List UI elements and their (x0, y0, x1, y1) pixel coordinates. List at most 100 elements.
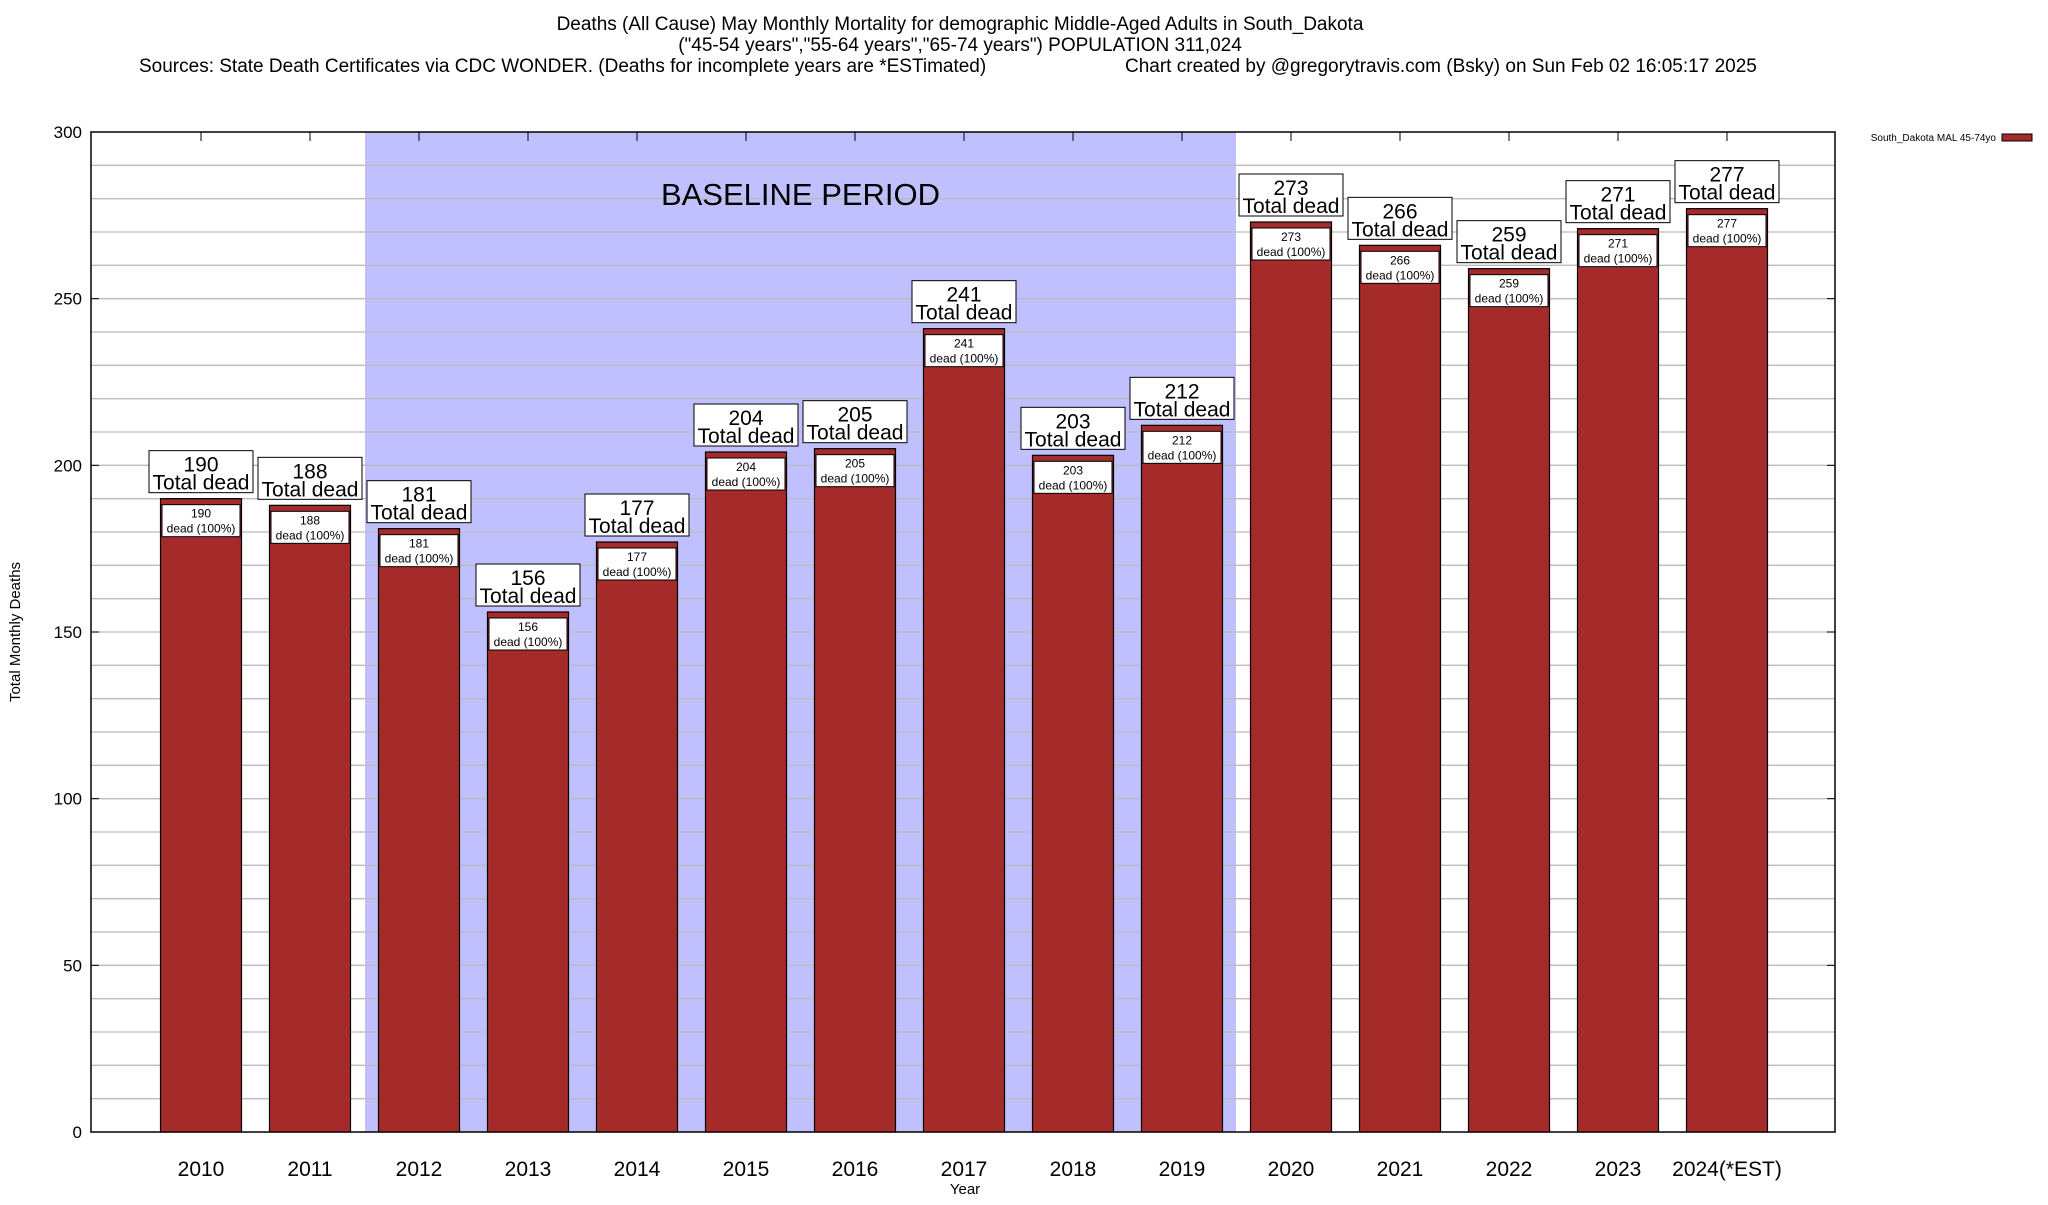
bar (1358, 244, 1442, 1133)
bar-total-label-box (1565, 180, 1671, 224)
bar-inner-label-box (161, 504, 241, 538)
bar-inner-value-label: 205 (845, 457, 865, 471)
bar-inner-percent-label: dead (100%) (276, 528, 345, 542)
bar-total-text-label: Total dead (916, 302, 1013, 325)
chart-title: Deaths (All Cause) May Monthly Mortality… (557, 14, 1364, 35)
bar-total-label-box (911, 280, 1017, 324)
bar-total-label-box (475, 563, 581, 607)
bar (486, 611, 570, 1133)
bar-inner-value-label: 188 (300, 513, 320, 527)
bar-inner-percent-label: dead (100%) (1584, 252, 1653, 266)
bar-total-text-label: Total dead (1679, 182, 1776, 205)
x-tick-label: 2018 (1050, 1158, 1097, 1181)
x-tick-label: 2011 (287, 1158, 332, 1181)
bar-inner-label-box (1033, 460, 1113, 494)
bar-inner-percent-label: dead (100%) (1693, 232, 1762, 246)
x-tick-label: 2021 (1377, 1158, 1424, 1181)
baseline-period-label: BASELINE PERIOD (661, 177, 940, 212)
y-tick-label: 250 (54, 290, 82, 309)
y-tick-label: 150 (54, 623, 82, 642)
bar-total-value-label: 156 (510, 567, 545, 590)
bar-total-value-label: 266 (1382, 200, 1417, 223)
x-tick-label: 2014 (614, 1158, 661, 1181)
bar-inner-percent-label: dead (100%) (712, 475, 781, 489)
bar-inner-percent-label: dead (100%) (167, 522, 236, 536)
bar-inner-value-label: 271 (1608, 237, 1628, 251)
bar-inner-label-box (924, 334, 1004, 368)
bar-inner-percent-label: dead (100%) (1257, 245, 1326, 259)
bar-total-value-label: 273 (1273, 177, 1308, 200)
bar-total-label-box (802, 400, 908, 444)
bar-total-label-box (693, 403, 799, 447)
bar-total-label-box (1129, 376, 1235, 420)
x-tick-label: 2017 (941, 1158, 988, 1181)
bar-inner-percent-label: dead (100%) (603, 565, 672, 579)
bar-total-value-label: 277 (1709, 164, 1744, 187)
bar-inner-value-label: 203 (1063, 463, 1083, 477)
bar (377, 528, 461, 1133)
bar-inner-label-box (488, 617, 568, 651)
bar-inner-value-label: 266 (1390, 253, 1410, 267)
bar (704, 451, 788, 1133)
bar-total-label-box (1347, 196, 1453, 240)
bar-total-text-label: Total dead (589, 515, 686, 538)
bar-total-label-box (148, 450, 254, 494)
bar (1031, 454, 1115, 1133)
legend-swatch (2001, 133, 2033, 142)
bar (1685, 208, 1769, 1133)
bar-inner-value-label: 190 (191, 507, 211, 521)
x-axis-label: Year (950, 1181, 980, 1198)
bar-inner-percent-label: dead (100%) (930, 352, 999, 366)
bar-inner-value-label: 212 (1172, 433, 1192, 447)
bar-total-label-box (366, 480, 472, 524)
bar-inner-value-label: 241 (954, 337, 974, 351)
bar-total-value-label: 212 (1164, 380, 1199, 403)
x-tick-label: 2013 (505, 1158, 552, 1181)
bar (595, 541, 679, 1133)
bar (268, 504, 352, 1133)
bar-total-value-label: 188 (292, 460, 327, 483)
bar-inner-percent-label: dead (100%) (1039, 478, 1108, 492)
bar-total-value-label: 259 (1491, 224, 1526, 247)
bar-total-value-label: 203 (1055, 410, 1090, 433)
bar-inner-percent-label: dead (100%) (1148, 448, 1217, 462)
bar-total-value-label: 271 (1600, 184, 1635, 207)
bar-inner-label-box (815, 454, 895, 488)
bar-total-label-box (584, 493, 690, 537)
bar-total-text-label: Total dead (1243, 195, 1340, 218)
chart-credit: Chart created by @gregorytravis.com (Bsk… (1125, 56, 1757, 77)
chart-sources: Sources: State Death Certificates via CD… (139, 56, 986, 77)
bar-total-value-label: 204 (728, 407, 763, 430)
x-tick-label: 2024(*EST) (1672, 1158, 1782, 1181)
bar-inner-value-label: 204 (736, 460, 756, 474)
x-tick-label: 2015 (723, 1158, 770, 1181)
bar (1249, 221, 1333, 1133)
bar-total-value-label: 190 (183, 454, 218, 477)
y-tick-label: 300 (54, 123, 82, 142)
y-axis-label: Total Monthly Deaths (7, 562, 24, 702)
x-tick-label: 2022 (1486, 1158, 1533, 1181)
bar-total-value-label: 241 (946, 284, 981, 307)
bar-inner-percent-label: dead (100%) (385, 552, 454, 566)
bar-inner-percent-label: dead (100%) (821, 472, 890, 486)
bar-inner-label-box (1578, 234, 1658, 268)
bar-total-text-label: Total dead (698, 425, 795, 448)
bar-total-text-label: Total dead (807, 422, 904, 445)
y-tick-label: 0 (73, 1123, 82, 1142)
bar-inner-label-box (1687, 214, 1767, 248)
chart-subtitle: ("45-54 years","55-64 years","65-74 year… (678, 35, 1242, 56)
bar (1140, 424, 1224, 1133)
bar-total-value-label: 181 (401, 484, 436, 507)
bar-inner-percent-label: dead (100%) (494, 635, 563, 649)
bar-total-value-label: 177 (619, 497, 654, 520)
bar-inner-value-label: 156 (518, 620, 538, 634)
bar-total-label-box (1238, 173, 1344, 217)
bar-inner-value-label: 273 (1281, 230, 1301, 244)
bar-inner-percent-label: dead (100%) (1475, 292, 1544, 306)
bar-total-text-label: Total dead (371, 502, 468, 525)
bar-total-text-label: Total dead (1025, 428, 1122, 451)
bar (1576, 228, 1660, 1133)
bar-inner-label-box (597, 547, 677, 581)
bar (159, 498, 243, 1133)
